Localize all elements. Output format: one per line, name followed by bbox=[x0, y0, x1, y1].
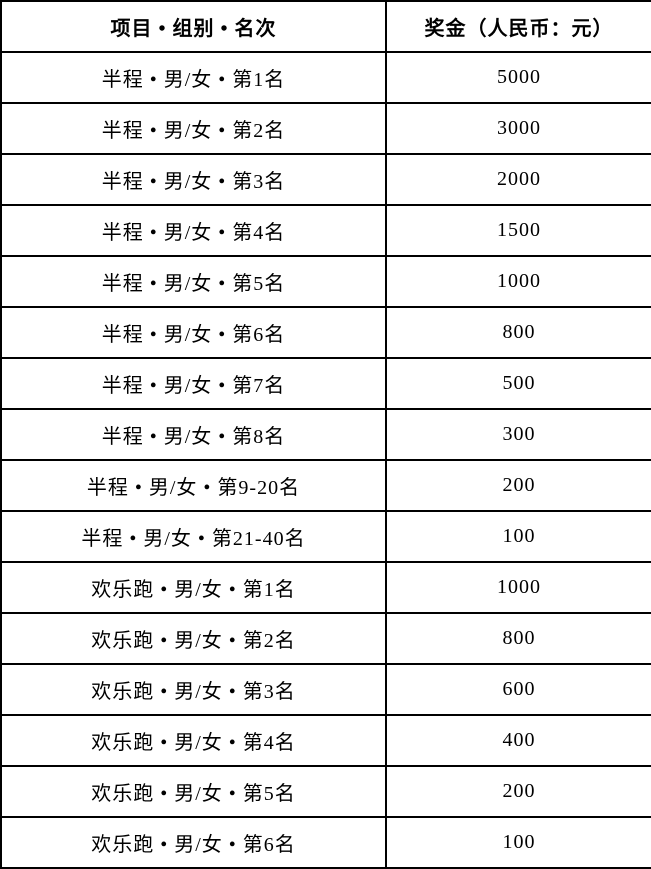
header-row: 项目 • 组别 • 名次 奖金（人民币：元） bbox=[0, 0, 651, 53]
row-label-cell: 半程 • 男/女 • 第7名 bbox=[0, 357, 387, 410]
row-prize-cell: 500 bbox=[385, 357, 651, 410]
table-row: 半程 • 男/女 • 第2名 3000 bbox=[0, 102, 651, 155]
row-label-cell: 半程 • 男/女 • 第8名 bbox=[0, 408, 387, 461]
row-label-cell: 欢乐跑 • 男/女 • 第3名 bbox=[0, 663, 387, 716]
table-row: 半程 • 男/女 • 第5名 1000 bbox=[0, 255, 651, 308]
row-prize-cell: 300 bbox=[385, 408, 651, 461]
row-prize-cell: 800 bbox=[385, 306, 651, 359]
row-label-cell: 半程 • 男/女 • 第3名 bbox=[0, 153, 387, 206]
row-prize-cell: 200 bbox=[385, 765, 651, 818]
row-label-cell: 半程 • 男/女 • 第6名 bbox=[0, 306, 387, 359]
row-prize-cell: 100 bbox=[385, 816, 651, 869]
table-row: 欢乐跑 • 男/女 • 第5名 200 bbox=[0, 765, 651, 818]
row-prize-cell: 2000 bbox=[385, 153, 651, 206]
row-label-cell: 半程 • 男/女 • 第21-40名 bbox=[0, 510, 387, 563]
row-label-cell: 半程 • 男/女 • 第1名 bbox=[0, 51, 387, 104]
row-label-cell: 欢乐跑 • 男/女 • 第6名 bbox=[0, 816, 387, 869]
row-prize-cell: 1000 bbox=[385, 561, 651, 614]
row-label-cell: 欢乐跑 • 男/女 • 第4名 bbox=[0, 714, 387, 767]
table-row: 半程 • 男/女 • 第9-20名 200 bbox=[0, 459, 651, 512]
table-body: 半程 • 男/女 • 第1名 5000 半程 • 男/女 • 第2名 3000 … bbox=[0, 51, 651, 869]
row-prize-cell: 100 bbox=[385, 510, 651, 563]
row-label-cell: 欢乐跑 • 男/女 • 第5名 bbox=[0, 765, 387, 818]
table-row: 欢乐跑 • 男/女 • 第3名 600 bbox=[0, 663, 651, 716]
row-label-cell: 半程 • 男/女 • 第2名 bbox=[0, 102, 387, 155]
row-prize-cell: 200 bbox=[385, 459, 651, 512]
header-item-column: 项目 • 组别 • 名次 bbox=[0, 0, 387, 53]
row-prize-cell: 3000 bbox=[385, 102, 651, 155]
row-label-cell: 半程 • 男/女 • 第9-20名 bbox=[0, 459, 387, 512]
table-row: 半程 • 男/女 • 第4名 1500 bbox=[0, 204, 651, 257]
table-row: 半程 • 男/女 • 第6名 800 bbox=[0, 306, 651, 359]
table-row: 欢乐跑 • 男/女 • 第2名 800 bbox=[0, 612, 651, 665]
row-prize-cell: 800 bbox=[385, 612, 651, 665]
table-row: 欢乐跑 • 男/女 • 第4名 400 bbox=[0, 714, 651, 767]
row-label-cell: 欢乐跑 • 男/女 • 第1名 bbox=[0, 561, 387, 614]
table-row: 半程 • 男/女 • 第7名 500 bbox=[0, 357, 651, 410]
row-label-cell: 欢乐跑 • 男/女 • 第2名 bbox=[0, 612, 387, 665]
row-label-cell: 半程 • 男/女 • 第4名 bbox=[0, 204, 387, 257]
table-row: 半程 • 男/女 • 第3名 2000 bbox=[0, 153, 651, 206]
table-row: 欢乐跑 • 男/女 • 第1名 1000 bbox=[0, 561, 651, 614]
table-header: 项目 • 组别 • 名次 奖金（人民币：元） bbox=[0, 0, 651, 53]
row-prize-cell: 600 bbox=[385, 663, 651, 716]
table-row: 欢乐跑 • 男/女 • 第6名 100 bbox=[0, 816, 651, 869]
header-prize-column: 奖金（人民币：元） bbox=[385, 0, 651, 53]
row-prize-cell: 5000 bbox=[385, 51, 651, 104]
row-prize-cell: 1000 bbox=[385, 255, 651, 308]
table-row: 半程 • 男/女 • 第21-40名 100 bbox=[0, 510, 651, 563]
row-label-cell: 半程 • 男/女 • 第5名 bbox=[0, 255, 387, 308]
table-row: 半程 • 男/女 • 第8名 300 bbox=[0, 408, 651, 461]
row-prize-cell: 1500 bbox=[385, 204, 651, 257]
row-prize-cell: 400 bbox=[385, 714, 651, 767]
table-row: 半程 • 男/女 • 第1名 5000 bbox=[0, 51, 651, 104]
